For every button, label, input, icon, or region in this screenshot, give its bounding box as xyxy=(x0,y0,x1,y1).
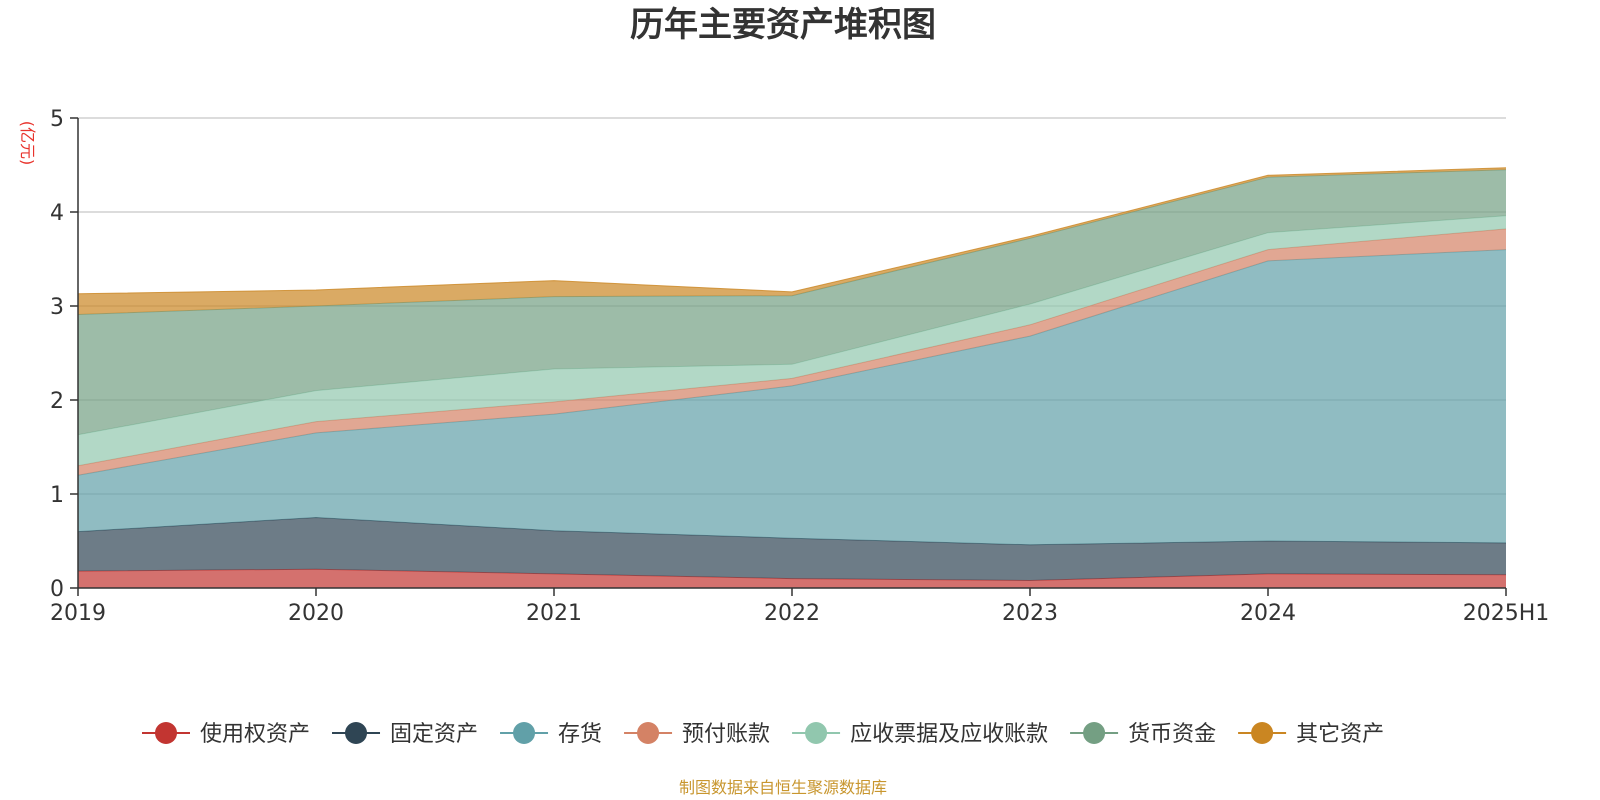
y-tick-label-3: 3 xyxy=(50,295,64,320)
legend-label-3: 存货 xyxy=(558,722,602,747)
x-tick-label-2022: 2022 xyxy=(764,601,820,626)
legend-label-1: 使用权资产 xyxy=(200,722,310,747)
area-2 xyxy=(78,517,1506,581)
x-tick-label-2020: 2020 xyxy=(288,601,344,626)
area-4 xyxy=(78,228,1506,476)
x-tick-label-2024: 2024 xyxy=(1240,601,1296,626)
x-tick-label-2019: 2019 xyxy=(50,601,106,626)
legend-label-7: 其它资产 xyxy=(1296,722,1384,747)
legend-label-6: 货币资金 xyxy=(1128,722,1216,747)
legend-label-5: 应收票据及应收账款 xyxy=(850,722,1048,747)
legend-marker-1 xyxy=(155,722,177,744)
legend-label-4: 预付账款 xyxy=(682,722,770,747)
legend-marker-3 xyxy=(513,722,536,744)
area-series xyxy=(77,167,1507,588)
legend-marker-6 xyxy=(1083,722,1106,744)
y-tick-label-5: 5 xyxy=(50,107,64,132)
area-6 xyxy=(78,169,1506,435)
chart-title: 历年主要资产堆积图 xyxy=(630,5,936,45)
area-7 xyxy=(78,167,1506,315)
x-tick-label-2023: 2023 xyxy=(1002,601,1058,626)
data-source-note: 制图数据来自恒生聚源数据库 xyxy=(679,778,887,797)
axes: 0 1 2 3 4 5 2019 2020 2021 2022 2023 2024 2025H1 xyxy=(50,107,1549,626)
legend: 使用权资产 固定资产 存货 预付账款 应收票据及应收账款 货币资金 其它资产 xyxy=(142,722,1384,747)
y-tick-label-0: 0 xyxy=(50,577,64,602)
y-tick-label-4: 4 xyxy=(50,201,64,226)
area-3 xyxy=(78,249,1506,545)
x-tick-label-2025H1: 2025H1 xyxy=(1463,601,1550,626)
legend-marker-5 xyxy=(805,722,828,744)
y-axis-unit-label: (亿元) xyxy=(18,121,37,166)
y-tick-label-2: 2 xyxy=(50,389,64,414)
area-5 xyxy=(78,215,1506,466)
legend-label-2: 固定资产 xyxy=(390,722,478,747)
legend-marker-2 xyxy=(345,722,368,744)
area-edge-7 xyxy=(77,167,1507,295)
legend-marker-4 xyxy=(637,722,660,744)
x-tick-label-2021: 2021 xyxy=(526,601,582,626)
y-tick-label-1: 1 xyxy=(50,483,64,508)
legend-marker-7 xyxy=(1251,722,1274,744)
